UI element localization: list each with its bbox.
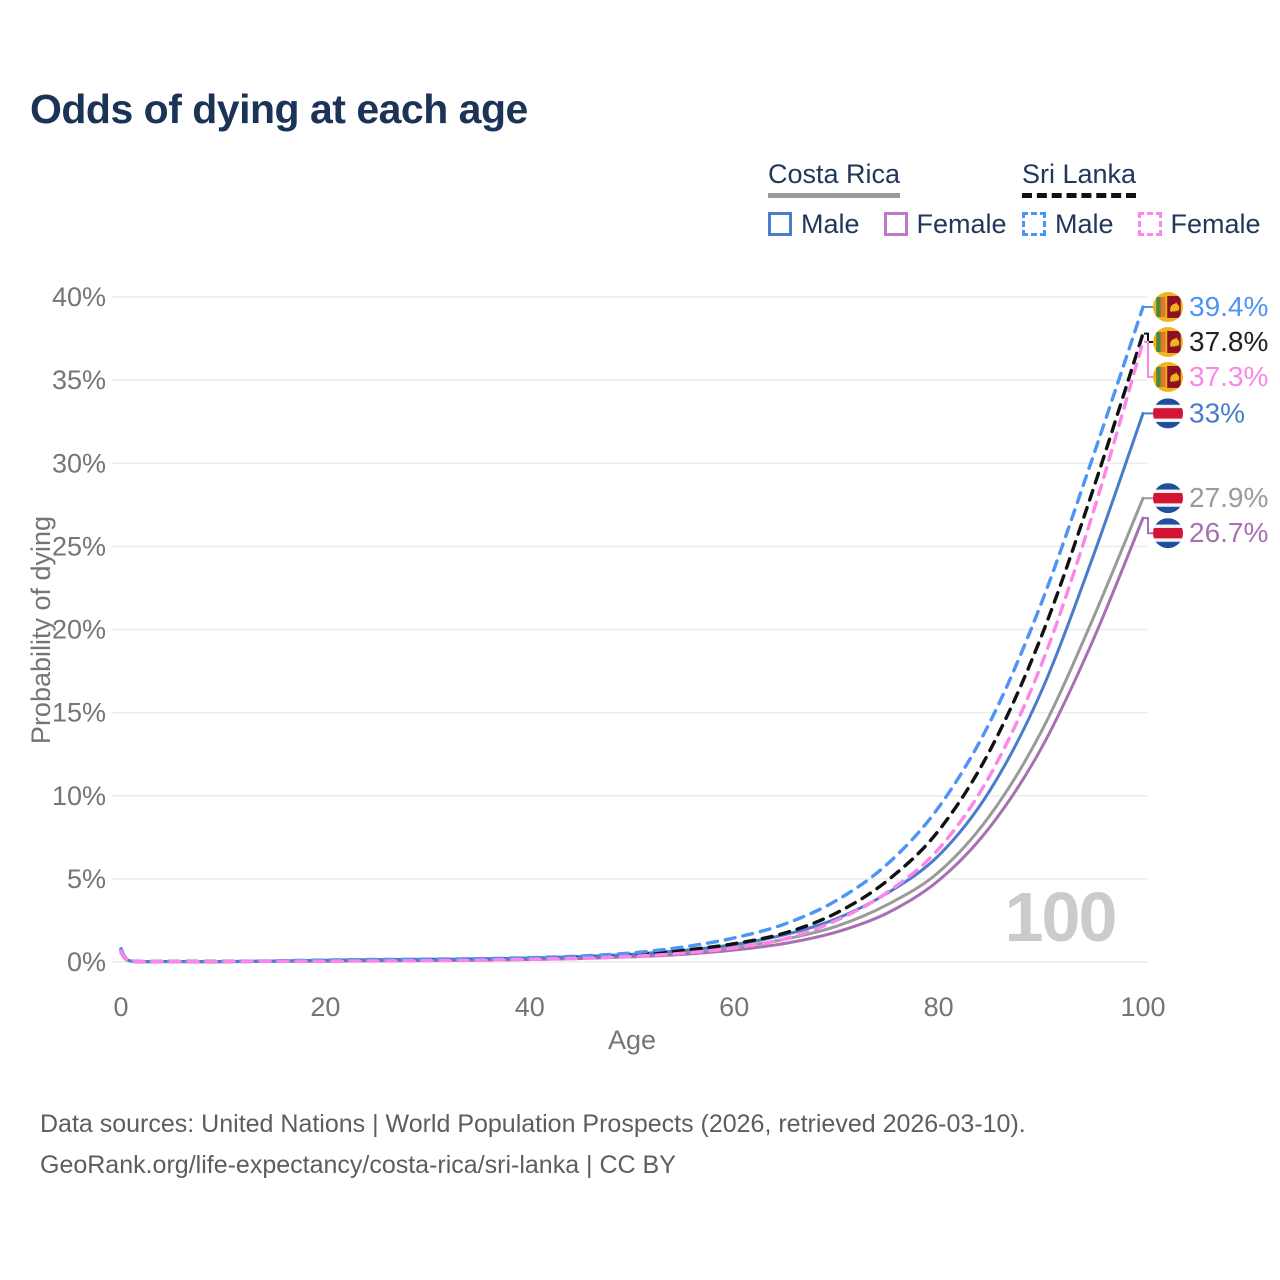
attribution-footer: Data sources: United Nations | World Pop… xyxy=(40,1104,1026,1186)
end-label-connector xyxy=(1144,332,1153,343)
georank-url-line[interactable]: GeoRank.org/life-expectancy/costa-rica/s… xyxy=(40,1151,676,1179)
sri-lanka-flag-icon xyxy=(1153,292,1183,322)
legend-group-sri-lanka: Sri Lanka Male Female xyxy=(1022,159,1261,240)
legend-label: Female xyxy=(916,208,1007,239)
chart-title: Odds of dying at each age xyxy=(30,86,528,132)
sri-lanka-flag-icon xyxy=(1153,362,1183,392)
end-value-label-sri-lanka-male[interactable]: 39.4% xyxy=(1189,291,1268,322)
y-tick-label: 30% xyxy=(52,448,106,478)
costa-rica-flag-icon xyxy=(1153,483,1183,513)
legend-header-costa-rica[interactable]: Costa Rica xyxy=(768,159,901,198)
data-sources-line: Data sources: United Nations | World Pop… xyxy=(40,1110,1026,1138)
y-axis-title: Probability of dying xyxy=(26,516,56,744)
sri-lanka-female-swatch-icon xyxy=(1137,212,1162,237)
series-line-sri-lanka-both-sexes[interactable] xyxy=(119,331,1145,964)
legend: Costa Rica Male Female Sri Lanka Male xyxy=(0,159,1280,250)
legend-header-sri-lanka[interactable]: Sri Lanka xyxy=(1022,159,1137,198)
age-watermark: 100 xyxy=(1005,878,1116,956)
costa-rica-male-swatch-icon xyxy=(768,212,792,237)
legend-item-costa-rica-male[interactable]: Male xyxy=(768,209,860,240)
legend-item-sri-lanka-male[interactable]: Male xyxy=(1022,209,1114,240)
y-tick-label: 15% xyxy=(52,698,106,728)
legend-item-sri-lanka-female[interactable]: Female xyxy=(1137,208,1261,240)
series-line-sri-lanka-male[interactable] xyxy=(119,305,1145,964)
y-tick-label: 5% xyxy=(67,864,106,894)
end-value-label-costa-rica-both-sexes[interactable]: 27.9% xyxy=(1189,482,1268,513)
legend-label: Female xyxy=(1170,208,1261,239)
sri-lanka-flag-icon xyxy=(1153,327,1183,357)
end-value-label-sri-lanka-female[interactable]: 37.3% xyxy=(1189,361,1268,392)
x-tick-label: 80 xyxy=(924,992,954,1022)
y-tick-label: 35% xyxy=(52,365,106,395)
end-value-label-sri-lanka-both-sexes[interactable]: 37.8% xyxy=(1189,326,1268,357)
legend-label: Male xyxy=(801,208,860,239)
y-tick-label: 10% xyxy=(52,781,106,811)
mortality-line-chart: 100 39.4% 37.8% 37.3% 33% 27.9% 26.7% 0% 5% 10%… xyxy=(26,282,1268,1055)
end-value-label-costa-rica-male[interactable]: 33% xyxy=(1189,397,1245,428)
costa-rica-flag-icon xyxy=(1153,398,1183,428)
y-tick-label: 25% xyxy=(52,531,106,561)
x-tick-label: 100 xyxy=(1120,992,1165,1022)
sri-lanka-male-swatch-icon xyxy=(1022,212,1046,237)
series-line-costa-rica-both-sexes[interactable] xyxy=(119,496,1145,964)
costa-rica-female-swatch-icon xyxy=(883,212,908,237)
y-tick-label: 40% xyxy=(52,282,106,312)
series-line-sri-lanka-female[interactable] xyxy=(119,340,1145,964)
x-tick-label: 0 xyxy=(113,992,128,1022)
legend-label: Male xyxy=(1055,208,1114,239)
x-tick-label: 40 xyxy=(515,992,545,1022)
end-label-connector xyxy=(1144,517,1153,535)
end-label-connector xyxy=(1144,340,1153,378)
y-tick-label: 20% xyxy=(52,615,106,645)
costa-rica-flag-icon xyxy=(1153,518,1183,548)
x-tick-label: 60 xyxy=(719,992,749,1022)
end-value-label-costa-rica-female[interactable]: 26.7% xyxy=(1189,517,1268,548)
legend-item-costa-rica-female[interactable]: Female xyxy=(883,208,1007,240)
x-tick-label: 20 xyxy=(310,992,340,1022)
y-tick-label: 0% xyxy=(67,947,106,977)
series-line-costa-rica-female[interactable] xyxy=(119,516,1145,964)
x-axis-title: Age xyxy=(608,1025,656,1055)
legend-group-costa-rica: Costa Rica Male Female xyxy=(768,159,1007,240)
